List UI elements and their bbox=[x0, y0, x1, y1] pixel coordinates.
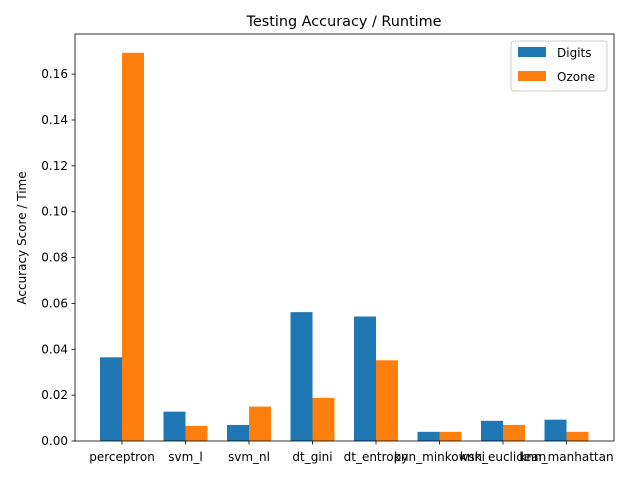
bar-ozone-svm_l bbox=[185, 425, 208, 441]
y-tick-label: 0.16 bbox=[41, 67, 68, 81]
bar-digits-svm_nl bbox=[227, 424, 249, 441]
x-tick-label: svm_l bbox=[168, 450, 202, 464]
bar-digits-knn_manhattan bbox=[544, 419, 567, 441]
legend-label-digits: Digits bbox=[557, 46, 591, 60]
y-axis-label: Accuracy Score / Time bbox=[15, 171, 29, 304]
bar-ozone-svm_nl bbox=[249, 406, 271, 441]
y-tick-label: 0.14 bbox=[41, 113, 68, 127]
x-tick-label: dt_entropy bbox=[344, 450, 409, 464]
chart-title: Testing Accuracy / Runtime bbox=[246, 14, 442, 30]
bar-digits-perceptron bbox=[100, 357, 122, 441]
plot-frame bbox=[74, 33, 615, 442]
x-tick-label: dt_gini bbox=[292, 450, 332, 464]
bar-ozone-knn_euclidean bbox=[503, 424, 525, 441]
bars-group bbox=[100, 52, 589, 442]
x-tick-label: svm_nl bbox=[228, 450, 270, 464]
bar-digits-knn_euclidean bbox=[481, 420, 503, 441]
legend-swatch-ozone bbox=[518, 71, 546, 81]
x-tick-label: knn_minkowski bbox=[394, 450, 485, 464]
x-tick-label: knn_manhattan bbox=[519, 450, 613, 464]
x-tick-label: knn_euclidean bbox=[460, 450, 546, 464]
bar-ozone-knn_manhattan bbox=[566, 431, 589, 441]
y-axis: 0.00 0.02 0.04 0.06 0.08 0.10 0.12 0.14 0.16 bbox=[41, 67, 75, 448]
y-tick-label: 0.04 bbox=[41, 342, 68, 356]
x-tick-label: perceptron bbox=[89, 450, 155, 464]
bar-digits-dt_gini bbox=[290, 312, 313, 441]
bar-digits-dt_entropy bbox=[354, 316, 376, 441]
y-tick-label: 0.02 bbox=[41, 388, 68, 402]
bar-ozone-dt_entropy bbox=[376, 360, 398, 441]
bar-ozone-knn_minkowski bbox=[439, 431, 462, 441]
bar-ozone-dt_gini bbox=[312, 397, 335, 441]
bar-digits-svm_l bbox=[163, 411, 186, 441]
y-tick-label: 0.10 bbox=[41, 205, 68, 219]
x-axis: perceptron svm_l svm_nl dt_gini dt_entropykn… bbox=[89, 441, 614, 464]
y-tick-label: 0.00 bbox=[41, 434, 68, 448]
y-tick-label: 0.12 bbox=[41, 159, 68, 173]
y-tick-label: 0.06 bbox=[41, 296, 68, 310]
y-tick-label: 0.08 bbox=[41, 251, 68, 265]
legend: Digits Ozone bbox=[510, 40, 608, 92]
bar-ozone-perceptron bbox=[122, 52, 144, 442]
legend-swatch-digits bbox=[518, 47, 546, 57]
bar-digits-knn_minkowski bbox=[417, 431, 440, 441]
legend-label-ozone: Ozone bbox=[557, 70, 595, 84]
